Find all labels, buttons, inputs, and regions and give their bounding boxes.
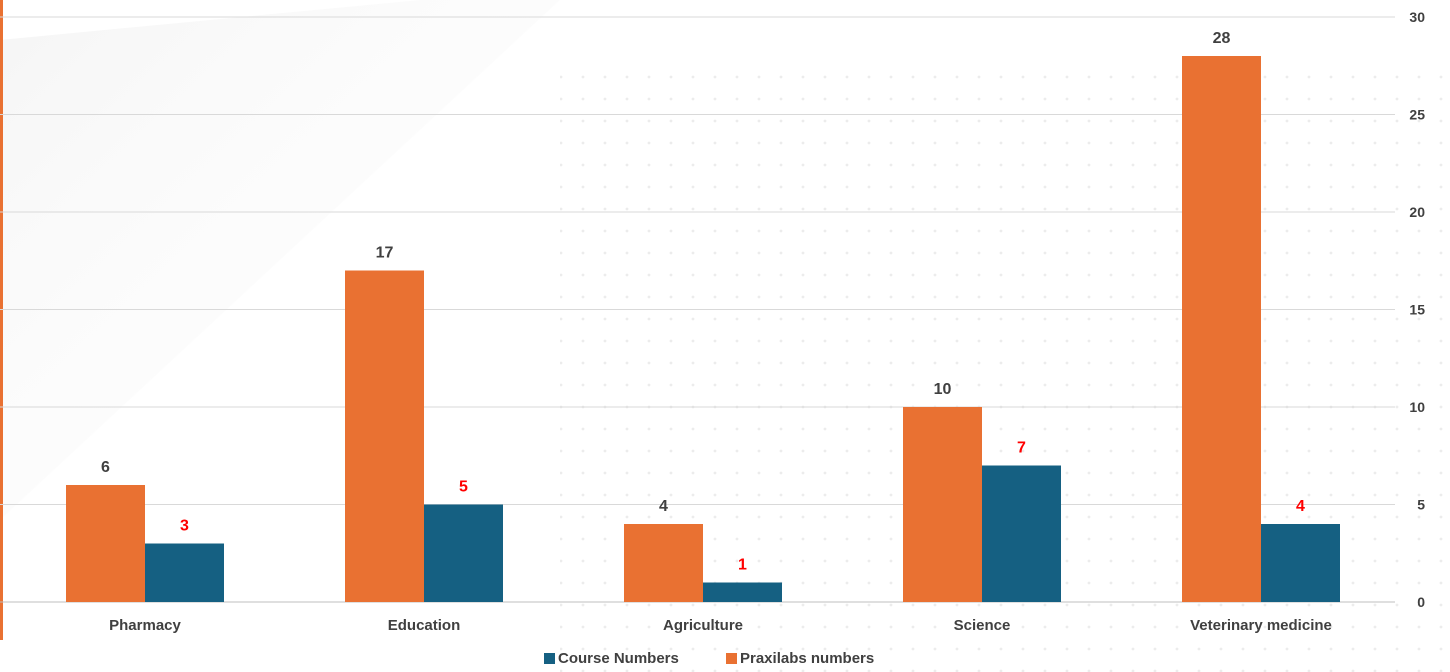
data-label: 3 (180, 518, 189, 535)
bar-course-education (424, 505, 503, 603)
bar-course-pharmacy (145, 544, 224, 603)
legend-swatch (726, 653, 737, 664)
x-category-label: Agriculture (663, 617, 743, 634)
bar-praxilabs-education (345, 271, 424, 603)
x-category-label: Education (388, 617, 461, 634)
data-label: 4 (659, 498, 668, 515)
data-label: 28 (1213, 30, 1231, 47)
data-label: 10 (934, 381, 952, 398)
data-label: 17 (376, 245, 394, 262)
bar-course-agriculture (703, 583, 782, 603)
bar-praxilabs-science (903, 407, 982, 602)
y-tick-label: 5 (1417, 497, 1425, 513)
bar-praxilabs-agriculture (624, 524, 703, 602)
y-tick-label: 20 (1409, 204, 1425, 220)
data-label: 6 (101, 459, 110, 476)
data-label: 7 (1017, 440, 1026, 457)
data-label: 4 (1296, 498, 1305, 515)
y-tick-label: 0 (1417, 594, 1425, 610)
x-category-label: Veterinary medicine (1190, 617, 1332, 634)
y-tick-label: 10 (1409, 399, 1425, 415)
y-tick-label: 30 (1409, 9, 1425, 25)
legend-swatch (544, 653, 555, 664)
bar-course-science (982, 466, 1061, 603)
x-category-label: Science (954, 617, 1011, 634)
data-label: 1 (738, 557, 747, 574)
bar-course-veterinary-medicine (1261, 524, 1340, 602)
y-tick-label: 15 (1409, 302, 1425, 318)
x-category-label: Pharmacy (109, 617, 181, 634)
data-label: 5 (459, 479, 468, 496)
legend-entry: Praxilabs numbers (740, 650, 874, 667)
legend-entry: Course Numbers (558, 650, 679, 667)
bar-praxilabs-pharmacy (66, 485, 145, 602)
y-tick-label: 25 (1409, 107, 1425, 123)
bar-praxilabs-veterinary-medicine (1182, 56, 1261, 602)
